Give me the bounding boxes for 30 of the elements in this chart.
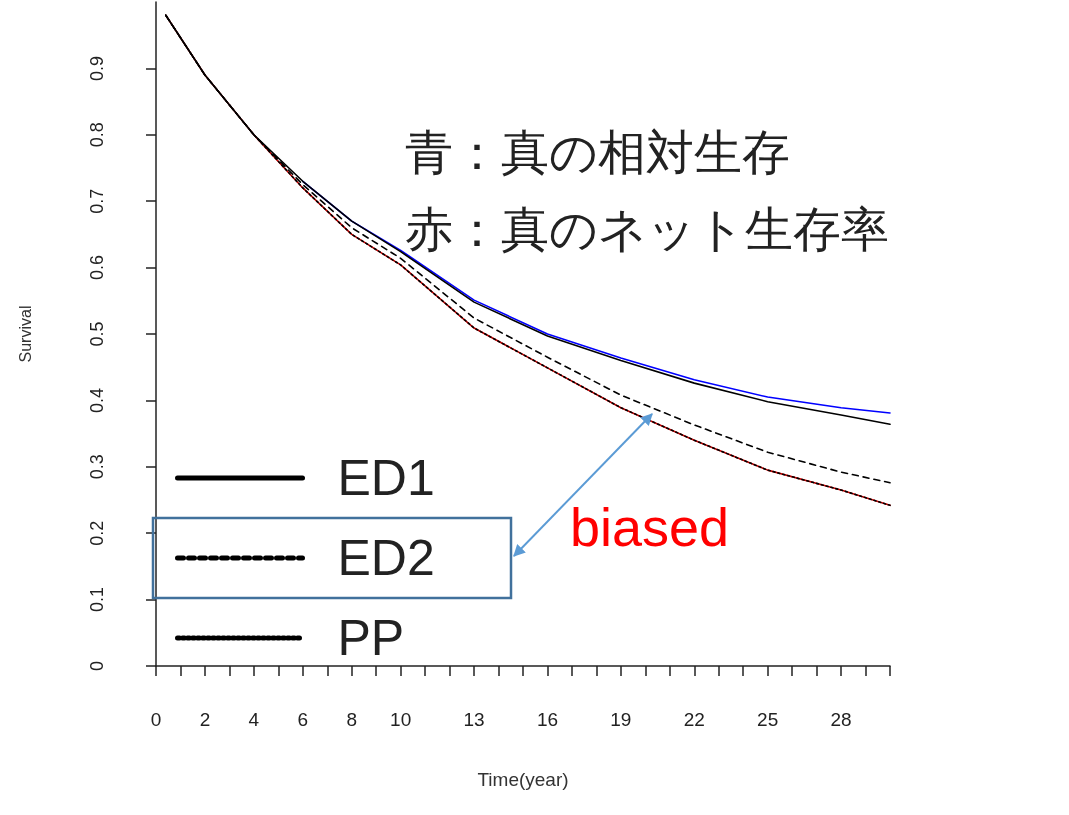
y-tick-label: 0.5 <box>87 321 107 347</box>
x-tick-label: 6 <box>297 709 309 730</box>
x-tick-label: 2 <box>199 709 211 730</box>
x-tick-label: 8 <box>346 709 358 730</box>
legend-label: ED2 <box>337 530 435 586</box>
x-axis-title: Time(year) <box>477 769 569 790</box>
y-tick-label: 0.8 <box>87 122 107 148</box>
annotation: biased <box>570 497 730 557</box>
y-tick-label: 0.6 <box>87 255 107 281</box>
x-tick-label: 28 <box>830 709 852 730</box>
y-tick-label: 0.7 <box>87 188 107 214</box>
x-tick-label: 0 <box>150 709 162 730</box>
annotation: 赤：真のネット生存率 <box>405 202 889 256</box>
x-tick-label: 13 <box>463 709 485 730</box>
y-axis-title: Survival <box>16 305 34 363</box>
x-tick-label: 25 <box>757 709 779 730</box>
x-tick-label: 19 <box>610 709 632 730</box>
y-tick-label: 0.2 <box>87 520 107 546</box>
y-tick-label: 0 <box>87 660 107 672</box>
x-tick-label: 16 <box>536 709 559 730</box>
x-tick-label: 22 <box>683 709 705 730</box>
y-tick-label: 0.1 <box>87 587 107 613</box>
annotation: 青：真の相対生存 <box>405 125 790 179</box>
y-tick-label: 0.9 <box>87 55 107 81</box>
y-tick-label: 0.4 <box>87 387 107 413</box>
y-tick-label: 0.3 <box>87 454 107 480</box>
legend-label: ED1 <box>337 450 435 506</box>
x-tick-label: 4 <box>248 709 260 730</box>
x-tick-label: 10 <box>390 709 412 730</box>
legend-label: PP <box>337 610 405 666</box>
